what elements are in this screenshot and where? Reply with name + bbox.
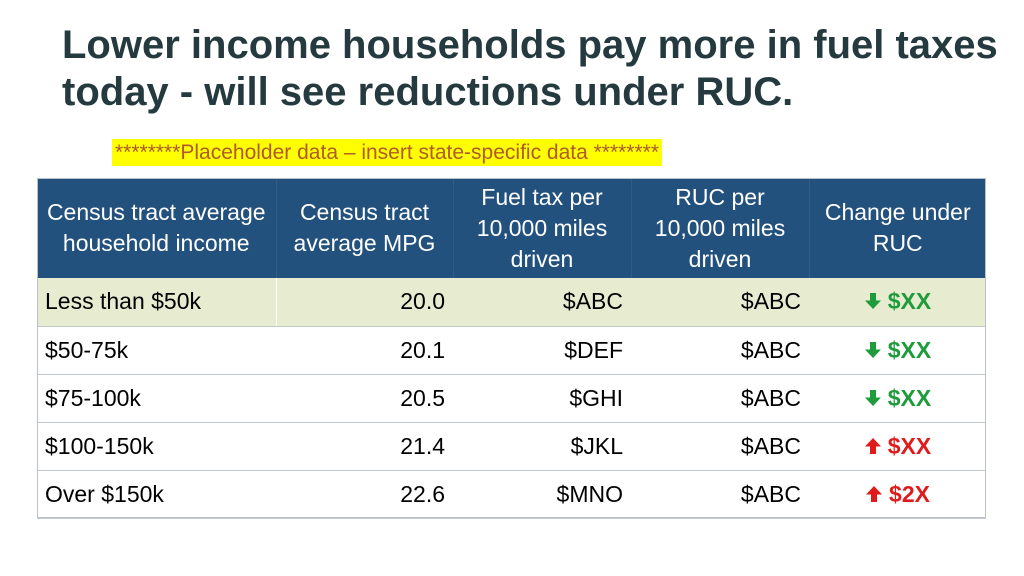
ruc-cell: $ABC (631, 422, 809, 471)
arrow-up-icon (866, 485, 883, 502)
change-value: $XX (887, 432, 932, 459)
fuel-tax-cell: $GHI (453, 374, 631, 423)
arrow-down-icon (864, 293, 881, 310)
mpg-cell: 20.1 (276, 326, 453, 375)
fuel-tax-cell: $MNO (453, 470, 631, 519)
fuel-tax-cell: $ABC (453, 278, 631, 327)
table-row: $75-100k 20.5 $GHI $ABC $XX (37, 374, 986, 423)
placeholder-note: ********Placeholder data – insert state-… (112, 139, 662, 166)
income-cell: Over $150k (37, 470, 276, 519)
ruc-cell: $ABC (631, 326, 809, 375)
change-cell: $XX (809, 374, 986, 423)
table-row: $100-150k 21.4 $JKL $ABC $XX (37, 422, 986, 471)
income-ruc-table: Census tract average household income Ce… (37, 178, 986, 519)
change-cell: $XX (809, 422, 986, 471)
header-fuel-tax: Fuel tax per 10,000 miles driven (453, 178, 632, 278)
slide-title: Lower income households pay more in fuel… (62, 23, 998, 114)
ruc-cell: $ABC (631, 374, 809, 423)
table-row: Over $150k 22.6 $MNO $ABC $2X (37, 470, 986, 519)
header-mpg: Census tract average MPG (276, 178, 454, 278)
income-cell: $100-150k (37, 422, 276, 471)
arrow-up-icon (864, 437, 881, 454)
change-cell: $XX (809, 326, 986, 375)
mpg-cell: 21.4 (276, 422, 453, 471)
change-value: $XX (887, 384, 932, 411)
header-ruc: RUC per 10,000 miles driven (631, 178, 810, 278)
arrow-down-icon (864, 341, 881, 358)
arrow-down-icon (864, 389, 881, 406)
income-cell: Less than $50k (37, 278, 277, 327)
table-row: $50-75k 20.1 $DEF $ABC $XX (37, 326, 986, 375)
change-cell: $XX (809, 278, 986, 327)
change-value: $2X (889, 480, 930, 507)
fuel-tax-cell: $JKL (453, 422, 631, 471)
header-income: Census tract average household income (37, 178, 277, 278)
income-cell: $75-100k (37, 374, 276, 423)
ruc-cell: $ABC (631, 470, 809, 519)
change-value: $XX (887, 288, 932, 315)
fuel-tax-cell: $DEF (453, 326, 631, 375)
header-row: Census tract average household income Ce… (37, 178, 986, 278)
change-cell: $2X (809, 470, 986, 519)
income-cell: $50-75k (37, 326, 276, 375)
mpg-cell: 22.6 (276, 470, 453, 519)
change-value: $XX (887, 336, 932, 363)
table-row: Less than $50k 20.0 $ABC $ABC $XX (37, 278, 986, 327)
header-change: Change under RUC (809, 178, 986, 278)
mpg-cell: 20.5 (276, 374, 453, 423)
ruc-cell: $ABC (631, 278, 809, 327)
mpg-cell: 20.0 (276, 278, 453, 327)
